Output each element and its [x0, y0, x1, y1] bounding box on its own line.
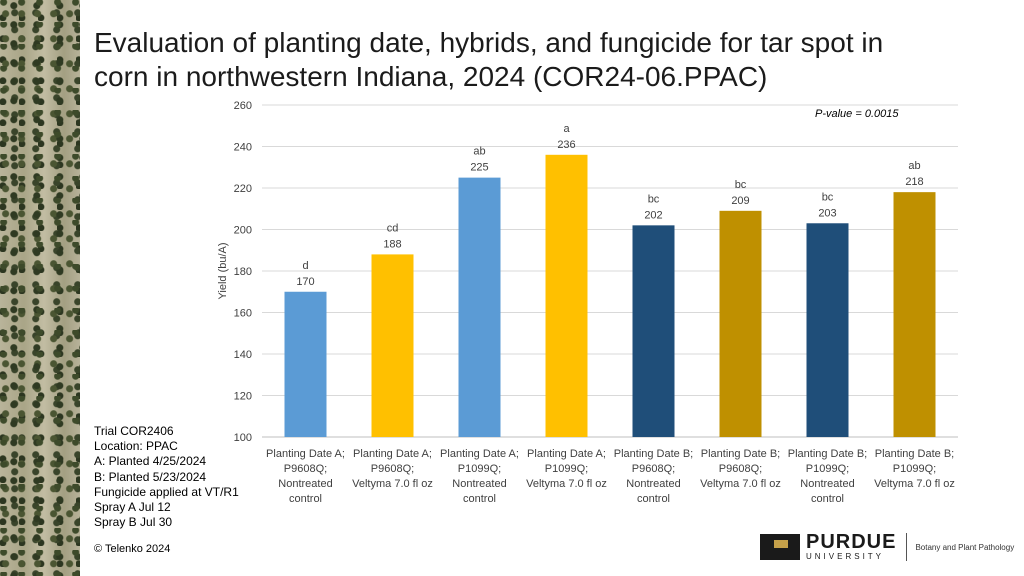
trial-info-line: Fungicide applied at VT/R1 — [94, 484, 239, 499]
data-label: 209 — [731, 195, 749, 207]
x-tick-label: Planting Date B; — [701, 448, 781, 460]
significance-letter: ab — [908, 160, 920, 172]
y-tick-label: 100 — [234, 432, 252, 444]
x-tick-label: P9608Q; — [284, 463, 327, 475]
x-tick-label: Planting Date A; — [527, 448, 606, 460]
x-tick-label: Nontreated — [626, 478, 680, 490]
y-tick-label: 260 — [234, 100, 252, 112]
p-value-number: 0.0015 — [864, 108, 899, 120]
significance-letter: bc — [735, 179, 747, 191]
data-label: 218 — [905, 176, 923, 188]
bar — [545, 154, 588, 438]
significance-letter: bc — [822, 191, 834, 203]
data-label: 203 — [818, 207, 836, 219]
trial-info-line: A: Planted 4/25/2024 — [94, 454, 207, 469]
x-tick-label: control — [289, 493, 322, 505]
x-tick-label: control — [463, 493, 496, 505]
x-tick-label: Planting Date B; — [614, 448, 694, 460]
x-tick-label: P1099Q; — [458, 463, 501, 475]
y-axis-label: Yield (bu/A) — [217, 242, 229, 299]
field-aerial-image — [0, 0, 80, 576]
bar — [806, 223, 849, 437]
x-tick-label: Nontreated — [800, 478, 854, 490]
x-tick-label: P1099Q; — [893, 463, 936, 475]
trial-info-line: Spray B Jul 30 — [94, 515, 173, 530]
x-tick-label: P9608Q; — [371, 463, 414, 475]
bar — [719, 210, 762, 437]
trial-info-line: Spray A Jul 12 — [94, 500, 171, 515]
x-tick-label: Veltyma 7.0 fl oz — [700, 478, 781, 490]
significance-letter: d — [302, 260, 308, 272]
data-label: 188 — [383, 238, 401, 250]
x-tick-label: Veltyma 7.0 fl oz — [526, 478, 607, 490]
bar — [893, 192, 936, 437]
p-value-annotation: P-value = 0.0015 — [815, 108, 899, 120]
x-tick-label: Nontreated — [452, 478, 506, 490]
data-label: 202 — [644, 209, 662, 221]
x-tick-label: Planting Date A; — [440, 448, 519, 460]
x-tick-label: Planting Date A; — [266, 448, 345, 460]
y-tick-label: 240 — [234, 142, 252, 154]
bar — [632, 225, 675, 437]
trial-info-line: B: Planted 5/23/2024 — [94, 469, 207, 484]
bar — [371, 254, 414, 437]
bar — [458, 177, 501, 437]
logo-name: PURDUE — [806, 531, 897, 553]
chart-title: Evaluation of planting date, hybrids, an… — [94, 26, 994, 94]
y-tick-label: 220 — [234, 183, 252, 195]
copyright-notice: © Telenko 2024 — [94, 543, 171, 555]
significance-letter: bc — [648, 193, 660, 205]
x-tick-label: P1099Q; — [545, 463, 588, 475]
y-tick-label: 120 — [234, 391, 252, 403]
purdue-logo: PURDUE UNIVERSITY Botany and Plant Patho… — [760, 530, 1014, 564]
x-tick-label: P1099Q; — [806, 463, 849, 475]
y-tick-label: 180 — [234, 266, 252, 278]
logo-sub: UNIVERSITY — [806, 552, 885, 561]
chart-title-line1: Evaluation of planting date, hybrids, an… — [94, 27, 884, 58]
y-tick-label: 140 — [234, 349, 252, 361]
trial-info-line: Location: PPAC — [94, 439, 178, 454]
x-tick-label: Planting Date A; — [353, 448, 432, 460]
significance-letter: cd — [387, 222, 399, 234]
p-value-label: P-value = — [815, 108, 865, 120]
x-tick-label: Planting Date B; — [875, 448, 955, 460]
logo-divider — [906, 533, 908, 561]
x-tick-label: P9608Q; — [632, 463, 675, 475]
x-tick-label: Nontreated — [278, 478, 332, 490]
data-label: 170 — [296, 276, 314, 288]
bar — [284, 291, 327, 437]
x-tick-label: control — [811, 493, 844, 505]
y-tick-label: 160 — [234, 308, 252, 320]
logo-department: Botany and Plant Pathology — [915, 542, 1015, 552]
x-tick-label: Veltyma 7.0 fl oz — [352, 478, 433, 490]
purdue-p-icon — [760, 534, 800, 560]
trial-info: Trial COR2406 Location: PPAC A: Planted … — [94, 424, 239, 530]
data-label: 236 — [557, 139, 575, 151]
data-label: 225 — [470, 162, 488, 174]
x-tick-label: Veltyma 7.0 fl oz — [874, 478, 955, 490]
x-tick-label: Planting Date B; — [788, 448, 868, 460]
trial-info-line: Trial COR2406 — [94, 424, 174, 438]
x-tick-label: control — [637, 493, 670, 505]
x-tick-label: P9608Q; — [719, 463, 762, 475]
chart-title-line2: corn in northwestern Indiana, 2024 (COR2… — [94, 61, 768, 92]
significance-letter: ab — [473, 146, 485, 158]
y-tick-label: 200 — [234, 225, 252, 237]
significance-letter: a — [563, 123, 570, 135]
